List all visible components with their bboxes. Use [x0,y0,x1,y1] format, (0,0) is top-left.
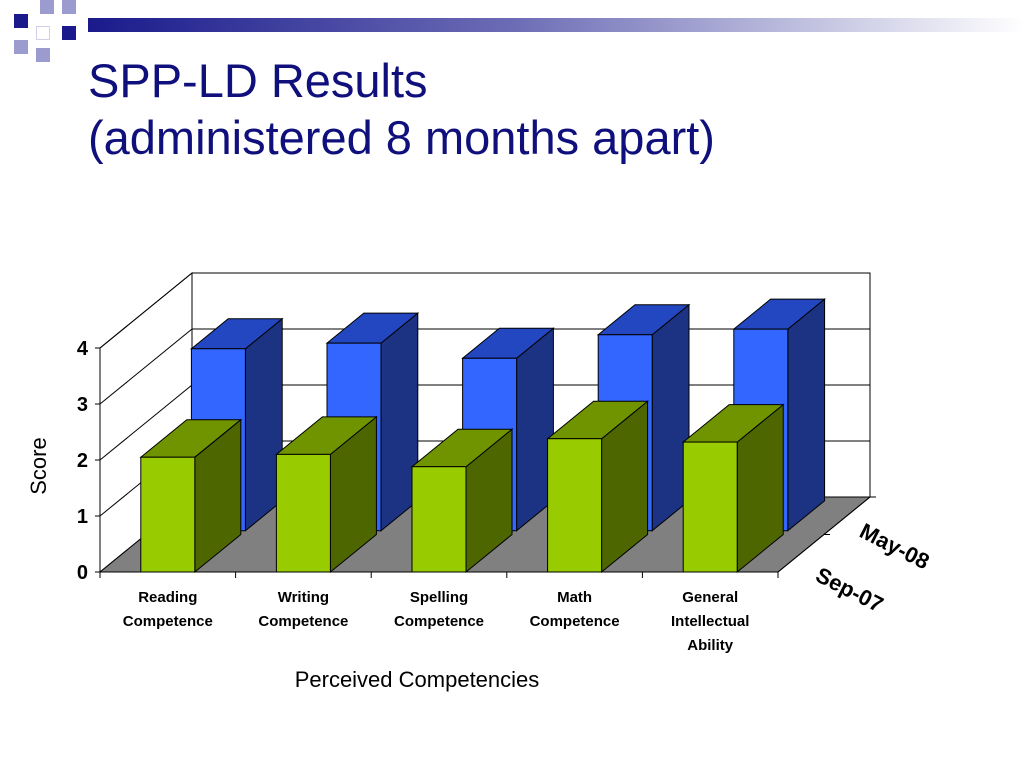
x-category-label: Writing Competence [258,589,348,630]
legend-series-sep-07: Sep-07 [812,562,888,617]
bar-sep-07-2 [410,428,514,574]
y-tick-label: 4 [77,338,89,360]
slide-title: SPP-LD Results (administered 8 months ap… [88,52,715,166]
bar-front-face [275,453,331,573]
x-category-label-line: Competence [123,613,213,630]
title-accent-bar [88,18,1024,32]
x-category-label-line: Reading [138,589,197,606]
slide-title-line-2: (administered 8 months apart) [88,111,715,164]
gridline [99,272,870,349]
bar-sep-07-0 [139,418,243,574]
x-category-label-line: Competence [258,613,348,630]
deco-square-4 [36,26,50,40]
x-category-label-line: Writing [278,589,329,606]
x-category-label-line: General [682,589,738,606]
x-category-label: General Intellectual Ability [671,589,749,654]
y-tick-label: 2 [77,450,88,472]
y-tick-label: 0 [77,562,88,584]
bar-sep-07-4 [681,403,785,574]
x-category-label: Spelling Competence [394,589,484,630]
bar-front-face [140,456,196,573]
deco-square-1 [14,14,28,28]
bar-front-face [682,441,738,573]
x-category-label-line: Ability [687,637,733,654]
legend-series-may-08: May-08 [856,518,934,574]
y-tick-label: 1 [77,506,88,528]
bar-sep-07-3 [546,400,650,574]
deco-square-7 [36,48,50,62]
x-category-label: Reading Competence [123,589,213,630]
deco-square-6 [14,40,28,54]
x-category-label-line: Competence [394,613,484,630]
slide-title-line-1: SPP-LD Results [88,54,428,107]
bar-sep-07-1 [274,415,378,574]
deco-square-5 [62,26,76,40]
x-category-label-line: Spelling [410,589,468,606]
x-category-label-line: Competence [530,613,620,630]
x-category-label: Math Competence [530,589,620,630]
x-category-label-line: Math [557,589,592,606]
y-axis-title: Score [26,437,51,494]
x-category-label-line: Intellectual [671,613,749,630]
bar-front-face [411,466,467,573]
y-tick-label: 3 [77,394,88,416]
deco-square-3 [62,0,76,14]
deco-square-2 [40,0,54,14]
x-axis-title: Perceived Competencies [295,667,540,692]
bar-front-face [547,438,603,573]
bar-side-face [787,298,826,532]
